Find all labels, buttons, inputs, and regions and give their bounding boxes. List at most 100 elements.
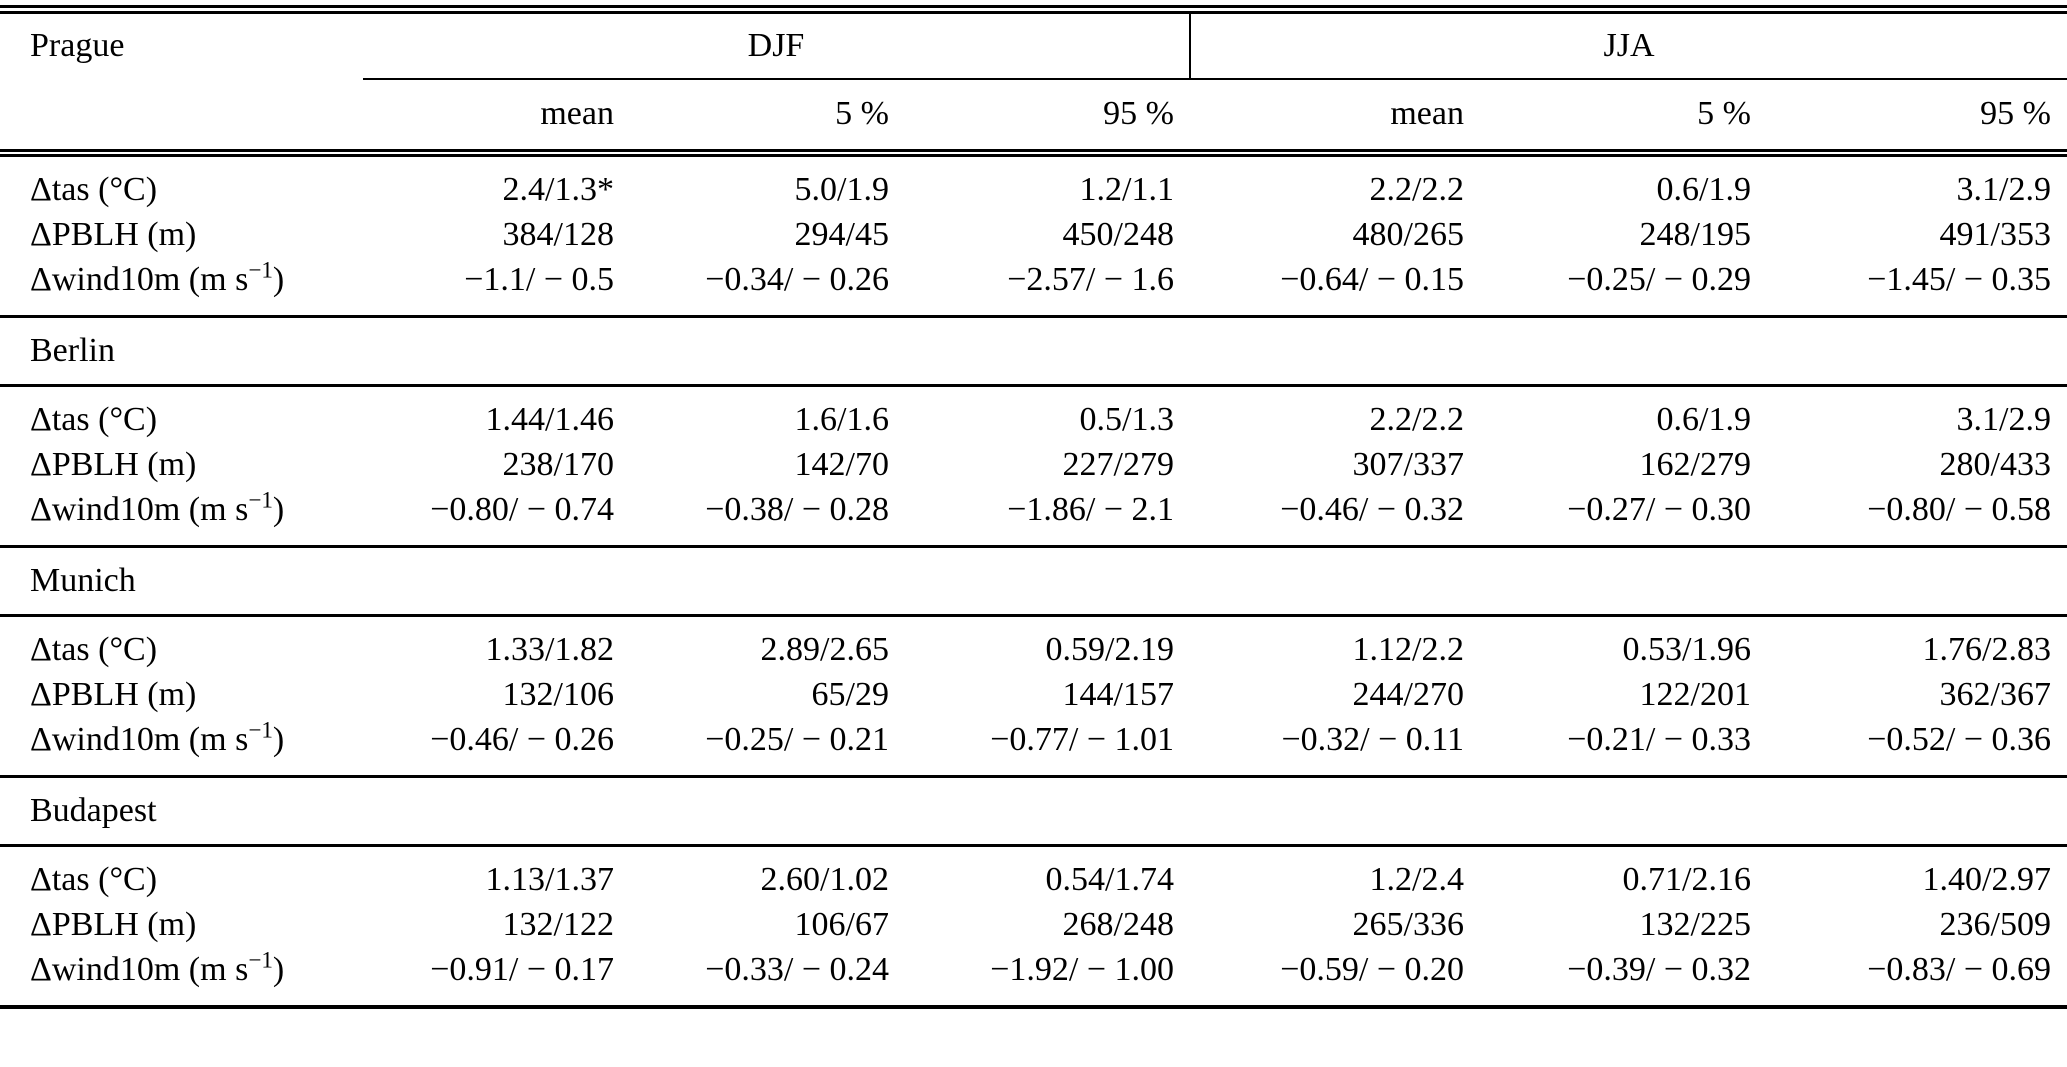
row-label-wind: Δwind10m (m s−1)	[0, 259, 363, 317]
value-cell: 480/265	[1352, 215, 1464, 253]
value-cell: 0.59/2.19	[1045, 630, 1174, 668]
value-cell: 2.2/2.2	[1369, 400, 1464, 438]
value-cell: 106/67	[794, 905, 889, 943]
row-berlin-pblh: ΔPBLH (m) 238/170 142/70 227/279 307/337…	[0, 439, 2067, 491]
wind-label-exponent: −1	[248, 717, 273, 744]
value-cell: 362/367	[1939, 675, 2051, 713]
value-cell: −0.25/ − 0.29	[1567, 260, 1751, 298]
value-cell: −0.39/ − 0.32	[1567, 950, 1751, 988]
row-label-wind: Δwind10m (m s−1)	[0, 489, 363, 547]
wind-label-close: )	[272, 260, 285, 298]
value-cell: −0.83/ − 0.69	[1867, 950, 2051, 988]
value-cell: 5.0/1.9	[794, 170, 889, 208]
value-cell: −1.45/ − 0.35	[1867, 260, 2051, 298]
value-cell: 1.40/2.97	[1922, 860, 2051, 898]
value-cell: 1.33/1.82	[485, 630, 614, 668]
value-cell: −0.77/ − 1.01	[990, 720, 1174, 758]
row-munich-tas: Δtas (°C) 1.33/1.82 2.89/2.65 0.59/2.19 …	[0, 615, 2067, 669]
stat-header-mean-djf: mean	[363, 78, 630, 157]
row-label-wind: Δwind10m (m s−1)	[0, 949, 363, 1007]
city-label: Munich	[0, 544, 2067, 617]
value-cell: 0.71/2.16	[1622, 860, 1751, 898]
value-cell: 0.6/1.9	[1656, 400, 1751, 438]
stat-header-mean-jja: mean	[1190, 78, 1480, 157]
value-cell: −0.52/ − 0.36	[1867, 720, 2051, 758]
row-berlin-wind: Δwind10m (m s−1) −0.80/ − 0.74 −0.38/ − …	[0, 489, 2067, 547]
season-header-djf: DJF	[363, 5, 1191, 80]
value-cell: 132/106	[502, 675, 614, 713]
value-cell: 307/337	[1352, 445, 1464, 483]
value-cell: 1.2/1.1	[1079, 170, 1174, 208]
row-label-pblh: ΔPBLH (m)	[30, 445, 197, 483]
value-cell: 1.44/1.46	[485, 400, 614, 438]
value-cell: 0.6/1.9	[1656, 170, 1751, 208]
value-cell: 132/225	[1639, 905, 1751, 943]
wind-label-text: Δwind10m (m s	[30, 260, 249, 298]
value-cell: 2.4/1.3*	[502, 170, 614, 208]
stat-header-5pct-djf: 5 %	[630, 78, 905, 157]
value-cell: 244/270	[1352, 675, 1464, 713]
value-cell: −0.32/ − 0.11	[1281, 720, 1464, 758]
value-cell: −0.46/ − 0.32	[1280, 490, 1464, 528]
row-munich-wind: Δwind10m (m s−1) −0.46/ − 0.26 −0.25/ − …	[0, 719, 2067, 777]
value-cell: 1.13/1.37	[485, 860, 614, 898]
value-cell: 1.76/2.83	[1922, 630, 2051, 668]
row-label-wind: Δwind10m (m s−1)	[0, 719, 363, 777]
stat-header-5pct-jja: 5 %	[1480, 78, 1767, 157]
value-cell: −2.57/ − 1.6	[1007, 260, 1174, 298]
row-prague-tas: Δtas (°C) 2.4/1.3* 5.0/1.9 1.2/1.1 2.2/2…	[0, 153, 2067, 209]
value-cell: −0.25/ − 0.21	[705, 720, 889, 758]
season-header-jja: JJA	[1190, 5, 2067, 80]
value-cell: 0.54/1.74	[1045, 860, 1174, 898]
city-label: Berlin	[0, 314, 2067, 387]
section-header-berlin: Berlin	[0, 314, 2067, 387]
value-cell: 2.89/2.65	[760, 630, 889, 668]
value-cell: 3.1/2.9	[1956, 400, 2051, 438]
value-cell: 236/509	[1939, 905, 2051, 943]
value-cell: −0.27/ − 0.30	[1567, 490, 1751, 528]
value-cell: 1.2/2.4	[1369, 860, 1464, 898]
row-prague-pblh: ΔPBLH (m) 384/128 294/45 450/248 480/265…	[0, 209, 2067, 261]
value-cell: 0.53/1.96	[1622, 630, 1751, 668]
climate-change-table: Prague DJF JJA mean 5 % 95 % mean 5 % 95…	[0, 5, 2067, 1009]
value-cell: 265/336	[1352, 905, 1464, 943]
stat-header-95pct-jja: 95 %	[1767, 78, 2067, 157]
section-header-munich: Munich	[0, 544, 2067, 617]
value-cell: −1.86/ − 2.1	[1007, 490, 1174, 528]
value-cell: −0.64/ − 0.15	[1280, 260, 1464, 298]
value-cell: −0.91/ − 0.17	[430, 950, 614, 988]
wind-label-text: Δwind10m (m s	[30, 490, 249, 528]
value-cell: 294/45	[794, 215, 889, 253]
value-cell: 238/170	[502, 445, 614, 483]
value-cell: −0.80/ − 0.58	[1867, 490, 2051, 528]
value-cell: 144/157	[1062, 675, 1174, 713]
value-cell: 162/279	[1639, 445, 1751, 483]
value-cell: 280/433	[1939, 445, 2051, 483]
value-cell: −0.80/ − 0.74	[430, 490, 614, 528]
section-header-budapest: Budapest	[0, 774, 2067, 847]
wind-label-exponent: −1	[248, 947, 273, 974]
row-label-tas: Δtas (°C)	[30, 170, 158, 208]
wind-label-close: )	[272, 950, 285, 988]
value-cell: 491/353	[1939, 215, 2051, 253]
value-cell: 2.60/1.02	[760, 860, 889, 898]
row-label-tas: Δtas (°C)	[30, 860, 158, 898]
row-label-pblh: ΔPBLH (m)	[30, 675, 197, 713]
stat-header-row: mean 5 % 95 % mean 5 % 95 %	[0, 78, 2067, 157]
value-cell: 268/248	[1062, 905, 1174, 943]
value-cell: 1.12/2.2	[1352, 630, 1464, 668]
season-header-row: Prague DJF JJA	[0, 5, 2067, 80]
row-label-pblh: ΔPBLH (m)	[30, 905, 197, 943]
stat-header-95pct-djf: 95 %	[905, 78, 1190, 157]
value-cell: 142/70	[794, 445, 889, 483]
empty-corner-cell	[0, 78, 363, 157]
value-cell: −0.21/ − 0.33	[1567, 720, 1751, 758]
value-cell: 122/201	[1639, 675, 1751, 713]
value-cell: −1.1/ − 0.5	[464, 260, 614, 298]
value-cell: −0.46/ − 0.26	[430, 720, 614, 758]
row-berlin-tas: Δtas (°C) 1.44/1.46 1.6/1.6 0.5/1.3 2.2/…	[0, 385, 2067, 439]
row-label-pblh: ΔPBLH (m)	[30, 215, 197, 253]
row-label-tas: Δtas (°C)	[30, 630, 158, 668]
row-budapest-pblh: ΔPBLH (m) 132/122 106/67 268/248 265/336…	[0, 899, 2067, 951]
